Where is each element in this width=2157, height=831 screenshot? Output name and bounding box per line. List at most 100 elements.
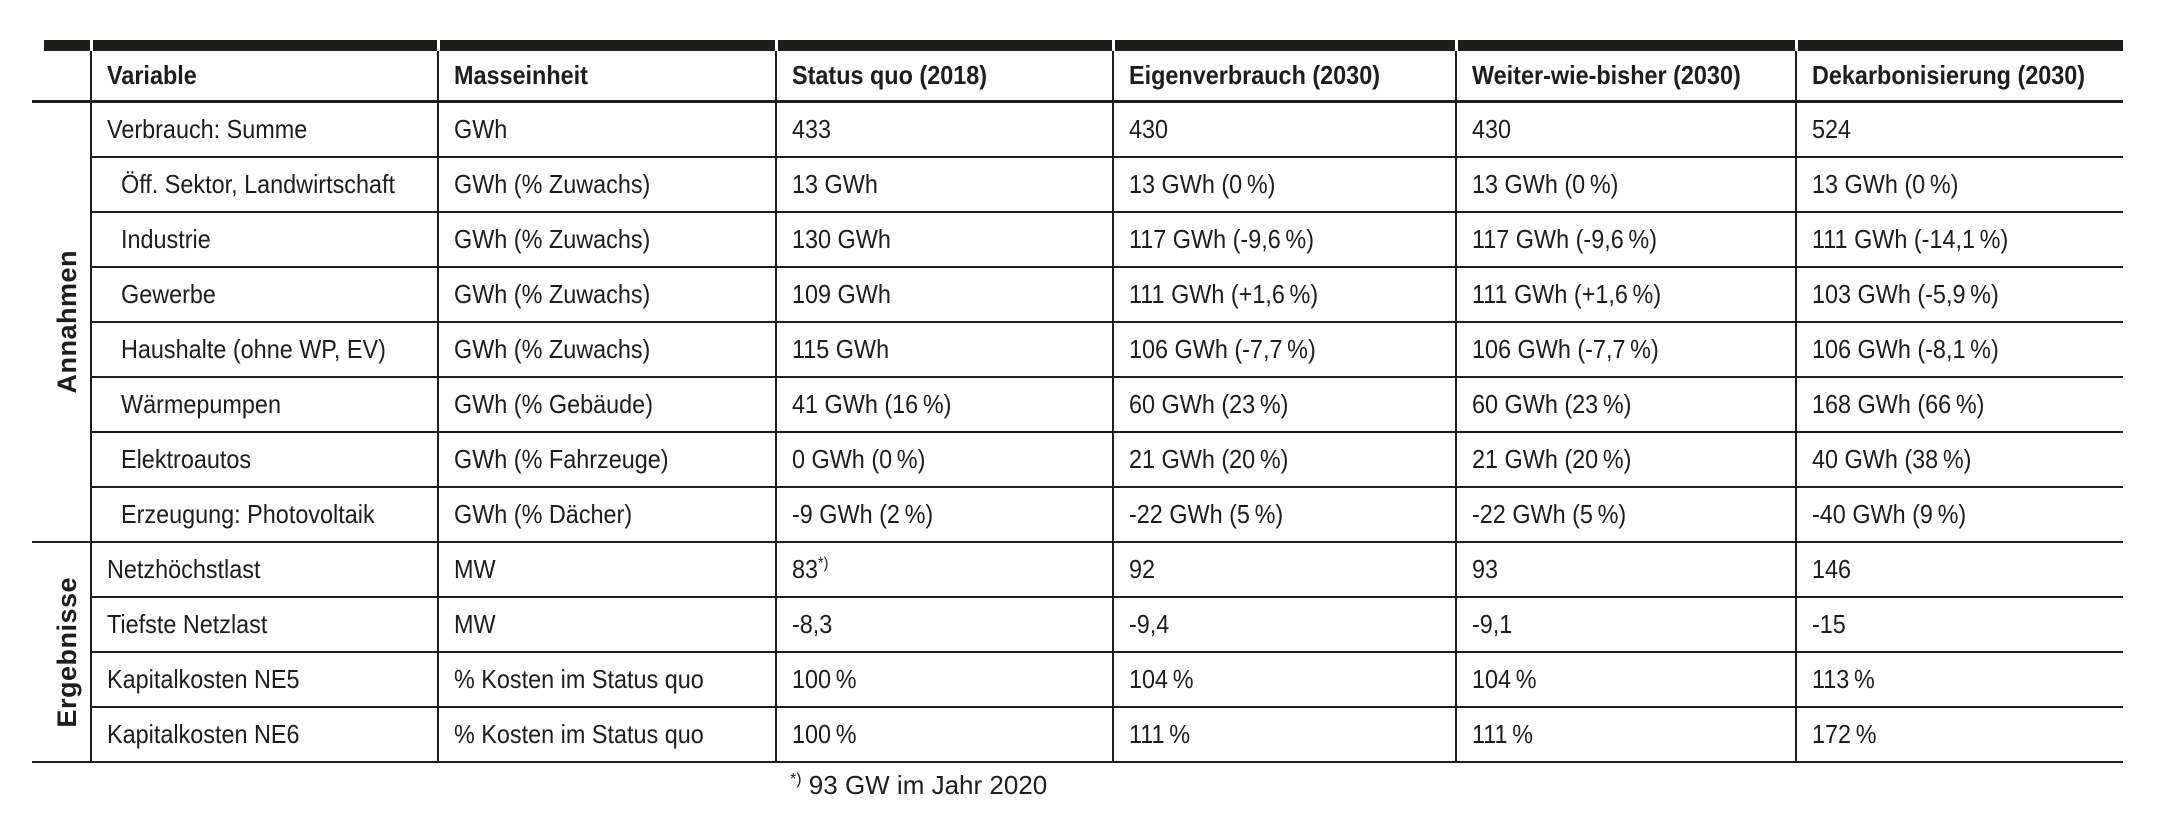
cell-text: 100 % bbox=[792, 664, 857, 694]
cell-text: MW bbox=[454, 609, 496, 639]
cell-text: MW bbox=[454, 554, 496, 584]
cell-value: 130 GWh bbox=[775, 213, 1112, 268]
cell-value: 433 bbox=[775, 103, 1112, 158]
cell-text: 109 GWh bbox=[792, 279, 891, 309]
cell-value: 111 GWh (-14,1 %) bbox=[1795, 213, 2123, 268]
cell-text: Erzeugung: Photovoltaik bbox=[121, 499, 375, 529]
cell-text: Industrie bbox=[121, 224, 211, 254]
cell-value: 13 GWh bbox=[775, 158, 1112, 213]
cell-unit: GWh (% Zuwachs) bbox=[437, 268, 775, 323]
column-header-variable: Variable bbox=[90, 51, 437, 103]
cell-value: 117 GWh (-9,6 %) bbox=[1455, 213, 1795, 268]
footnote-text: 93 GW im Jahr 2020 bbox=[808, 770, 1048, 800]
cell-text: 93 bbox=[1472, 554, 1499, 584]
cell-value: 117 GWh (-9,6 %) bbox=[1112, 213, 1455, 268]
cell-unit: GWh (% Dächer) bbox=[437, 488, 775, 543]
cell-value: -22 GWh (5 %) bbox=[1455, 488, 1795, 543]
row-label: Erzeugung: Photovoltaik bbox=[90, 488, 437, 543]
cell-value: 60 GWh (23 %) bbox=[1455, 378, 1795, 433]
cell-text: -15 bbox=[1812, 609, 1846, 639]
column-header-group-spacer bbox=[32, 51, 90, 103]
cell-text: 433 bbox=[792, 114, 832, 144]
cell-value: 111 % bbox=[1455, 708, 1795, 763]
cell-text: GWh (% Zuwachs) bbox=[454, 279, 651, 309]
column-header-status-quo: Status quo (2018) bbox=[775, 51, 1112, 103]
cell-value: 60 GWh (23 %) bbox=[1112, 378, 1455, 433]
cell-text: Netzhöchstlast bbox=[107, 554, 261, 584]
cell-value: 106 GWh (-8,1 %) bbox=[1795, 323, 2123, 378]
cell-text: 41 GWh (16 %) bbox=[792, 389, 952, 419]
cell-value: 111 GWh (+1,6 %) bbox=[1112, 268, 1455, 323]
column-header-dekarbonisierung: Dekarbonisierung (2030) bbox=[1795, 51, 2123, 103]
group-label-annahmen: Annahmen bbox=[32, 103, 90, 543]
cell-text: 430 bbox=[1472, 114, 1512, 144]
cell-text: 111 GWh (-14,1 %) bbox=[1812, 224, 2009, 254]
cell-value: 104 % bbox=[1112, 653, 1455, 708]
cell-value: 83*) bbox=[775, 543, 1112, 598]
cell-text: 146 bbox=[1812, 554, 1852, 584]
cell-text: 104 % bbox=[1472, 664, 1537, 694]
cell-value: 100 % bbox=[775, 708, 1112, 763]
cell-value: 0 GWh (0 %) bbox=[775, 433, 1112, 488]
cell-text: 13 GWh (0 %) bbox=[1129, 169, 1276, 199]
row-label: Kapitalkosten NE5 bbox=[90, 653, 437, 708]
cell-value: -8,3 bbox=[775, 598, 1112, 653]
cell-value: 430 bbox=[1455, 103, 1795, 158]
cell-text: 113 % bbox=[1812, 664, 1875, 694]
cell-value: 13 GWh (0 %) bbox=[1795, 158, 2123, 213]
cell-unit: GWh (% Gebäude) bbox=[437, 378, 775, 433]
cell-value: 13 GWh (0 %) bbox=[1455, 158, 1795, 213]
cell-value: 104 % bbox=[1455, 653, 1795, 708]
cell-value: -9,4 bbox=[1112, 598, 1455, 653]
cell-text: Kapitalkosten NE5 bbox=[107, 664, 300, 694]
cell-text: 111 GWh (+1,6 %) bbox=[1129, 279, 1319, 309]
column-header-text: Dekarbonisierung (2030) bbox=[1812, 60, 2086, 90]
cell-value: 168 GWh (66 %) bbox=[1795, 378, 2123, 433]
cell-value: 115 GWh bbox=[775, 323, 1112, 378]
cell-value: 172 % bbox=[1795, 708, 2123, 763]
cell-value: 111 % bbox=[1112, 708, 1455, 763]
cell-unit: % Kosten im Status quo bbox=[437, 708, 775, 763]
cell-value: 109 GWh bbox=[775, 268, 1112, 323]
cell-value: 524 bbox=[1795, 103, 2123, 158]
cell-text: 117 GWh (-9,6 %) bbox=[1472, 224, 1658, 254]
cell-unit: GWh (% Zuwachs) bbox=[437, 158, 775, 213]
footnote-marker: *) bbox=[818, 555, 829, 572]
column-header-weiter-wie-bisher: Weiter-wie-bisher (2030) bbox=[1455, 51, 1795, 103]
cell-text: Gewerbe bbox=[121, 279, 216, 309]
cell-text: 60 GWh (23 %) bbox=[1129, 389, 1289, 419]
cell-text: Tiefste Netzlast bbox=[107, 609, 268, 639]
cell-value: 13 GWh (0 %) bbox=[1112, 158, 1455, 213]
row-label: Industrie bbox=[90, 213, 437, 268]
cell-text: 111 GWh (+1,6 %) bbox=[1472, 279, 1662, 309]
cell-text: -9,1 bbox=[1472, 609, 1513, 639]
cell-text: -22 GWh (5 %) bbox=[1472, 499, 1627, 529]
cell-text: % Kosten im Status quo bbox=[454, 664, 704, 694]
column-header-text: Masseinheit bbox=[454, 60, 588, 90]
table-top-bar-segment bbox=[778, 40, 1112, 51]
cell-text: -8,3 bbox=[792, 609, 833, 639]
cell-value: 100 % bbox=[775, 653, 1112, 708]
cell-value: -9 GWh (2 %) bbox=[775, 488, 1112, 543]
cell-value: 106 GWh (-7,7 %) bbox=[1455, 323, 1795, 378]
cell-value: 21 GWh (20 %) bbox=[1112, 433, 1455, 488]
cell-text: GWh (% Dächer) bbox=[454, 499, 633, 529]
cell-value: 113 % bbox=[1795, 653, 2123, 708]
column-header-text: Weiter-wie-bisher (2030) bbox=[1472, 60, 1741, 90]
cell-value: -40 GWh (9 %) bbox=[1795, 488, 2123, 543]
cell-text: 83*) bbox=[792, 554, 829, 584]
row-label: Tiefste Netzlast bbox=[90, 598, 437, 653]
cell-value: 41 GWh (16 %) bbox=[775, 378, 1112, 433]
cell-text: 106 GWh (-8,1 %) bbox=[1812, 334, 1999, 364]
cell-unit: MW bbox=[437, 598, 775, 653]
cell-text: 13 GWh bbox=[792, 169, 878, 199]
cell-text: GWh bbox=[454, 114, 508, 144]
column-header-text: Status quo (2018) bbox=[792, 60, 988, 90]
footnote-marker: *) bbox=[790, 771, 802, 788]
cell-text: 117 GWh (-9,6 %) bbox=[1129, 224, 1315, 254]
column-header-masseinheit: Masseinheit bbox=[437, 51, 775, 103]
table-top-bar-segment bbox=[440, 40, 775, 51]
cell-text: Öff. Sektor, Landwirtschaft bbox=[121, 169, 396, 199]
cell-text: 60 GWh (23 %) bbox=[1472, 389, 1632, 419]
cell-text: 103 GWh (-5,9 %) bbox=[1812, 279, 1999, 309]
